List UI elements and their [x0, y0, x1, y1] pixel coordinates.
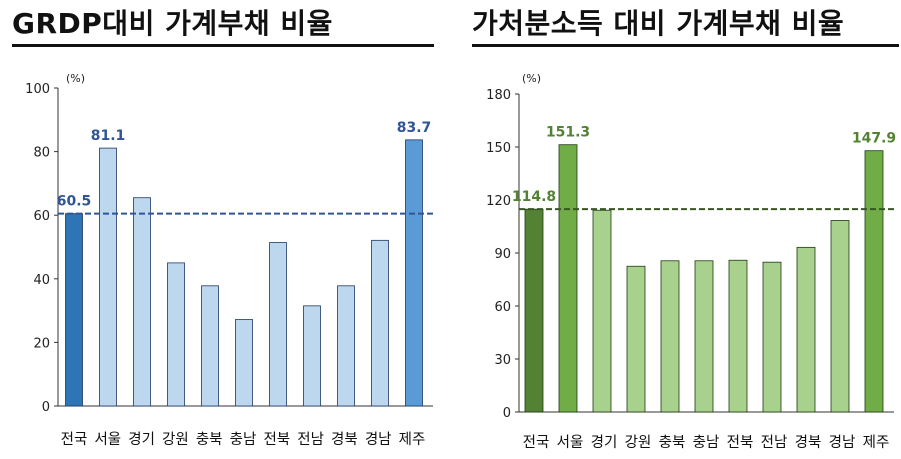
x-category-label: 강원 — [625, 434, 652, 451]
bar-전남 — [303, 305, 321, 407]
x-category-label: 전북 — [727, 434, 754, 451]
bar-전북 — [728, 259, 748, 413]
bar-경북 — [337, 285, 355, 407]
y-tick-label: 90 — [494, 247, 511, 262]
x-category-label: 경기 — [591, 434, 618, 451]
chart-title: 가처분소득 대비 가계부채 비율 — [472, 7, 845, 40]
bar-충북 — [201, 285, 219, 407]
y-tick-label: 60 — [33, 209, 50, 224]
y-tick-label: 30 — [494, 353, 511, 368]
y-tick-label: 80 — [33, 146, 50, 161]
x-category-label: 전국 — [61, 431, 88, 448]
disposable-income-debt-chart: 0 30 60 90 120 150 180 (%) 114.8 151.3 147.9 전국 서울 경기… — [486, 72, 896, 451]
bar-전국 — [524, 208, 544, 413]
y-tick-label: 60 — [494, 300, 511, 315]
chart-title: GRDP대비 가계부채 비율 — [12, 7, 333, 40]
y-tick-label: 40 — [33, 273, 50, 288]
y-unit-label: (%) — [522, 72, 541, 85]
bar-전국 — [65, 213, 83, 407]
data-label-서울: 151.3 — [546, 125, 590, 141]
title-underline — [472, 44, 899, 47]
x-category-label: 전국 — [523, 434, 550, 451]
title-underline — [12, 44, 434, 47]
x-category-label: 경북 — [795, 434, 822, 451]
bar-경기 — [133, 197, 151, 407]
x-category-label: 경북 — [331, 431, 358, 448]
y-unit-label: (%) — [66, 72, 85, 85]
x-category-label: 전남 — [297, 431, 324, 448]
chart-panel-disposable-income: 가처분소득 대비 가계부채 비율 0 30 60 90 120 150 180 (%) 114.… — [462, 0, 901, 459]
bar-전남 — [762, 261, 782, 413]
bar-충남 — [235, 319, 253, 407]
x-category-label: 제주 — [863, 434, 890, 451]
data-label-전국: 60.5 — [57, 194, 92, 210]
y-tick-label: 180 — [486, 88, 511, 103]
x-category-label: 전북 — [263, 431, 290, 448]
x-category-label: 경기 — [128, 431, 155, 448]
x-category-label: 충북 — [659, 434, 686, 451]
x-category-label: 서울 — [557, 434, 584, 451]
bar-충남 — [694, 260, 714, 413]
bar-서울 — [558, 144, 578, 413]
x-category-label: 전남 — [761, 434, 788, 451]
y-tick-label: 100 — [25, 82, 50, 97]
data-label-제주: 83.7 — [397, 120, 432, 136]
bar-제주 — [864, 150, 884, 413]
x-category-label: 강원 — [162, 431, 189, 448]
x-category-label: 충북 — [196, 431, 223, 448]
x-category-label: 충남 — [230, 431, 257, 448]
bar-경북 — [796, 246, 816, 413]
bar-경남 — [371, 239, 389, 407]
x-category-label: 경남 — [829, 434, 856, 451]
bar-강원 — [626, 265, 646, 413]
x-category-label: 충남 — [693, 434, 720, 451]
bar-제주 — [405, 139, 423, 407]
bar-경기 — [592, 209, 612, 413]
y-tick-label: 20 — [33, 336, 50, 351]
bar-전북 — [269, 242, 287, 407]
bar-강원 — [167, 262, 185, 407]
x-category-label: 제주 — [399, 431, 426, 448]
x-category-label: 경남 — [365, 431, 392, 448]
x-category-label: 서울 — [94, 431, 121, 448]
data-label-제주: 147.9 — [852, 131, 896, 147]
y-tick-label: 120 — [486, 194, 511, 209]
y-tick-label: 0 — [42, 400, 50, 415]
data-label-전국: 114.8 — [512, 189, 556, 205]
data-label-서울: 81.1 — [91, 128, 126, 144]
y-tick-label: 150 — [486, 141, 511, 156]
chart-panel-grdp: GRDP대비 가계부채 비율 0 20 40 60 80 100 (%) 60.5 81.1 83… — [0, 0, 440, 459]
bar-충북 — [660, 260, 680, 413]
grdp-debt-chart: 0 20 40 60 80 100 (%) 60.5 81.1 83.7 전국 서울 경기 강원 충북 충남 전… — [25, 72, 435, 448]
bar-서울 — [99, 147, 117, 407]
bar-경남 — [830, 220, 850, 413]
y-tick-label: 0 — [503, 406, 511, 421]
